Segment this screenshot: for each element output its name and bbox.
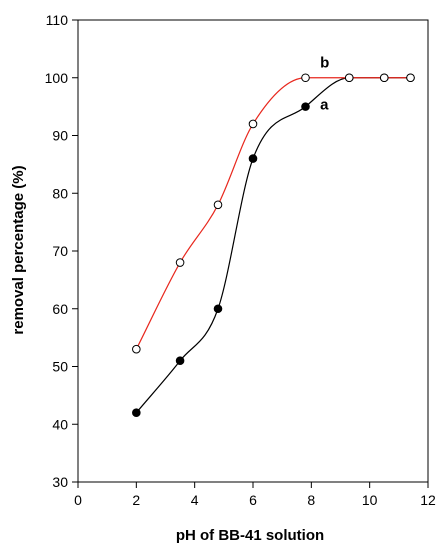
data-point-a — [301, 102, 310, 111]
x-tick-label: 2 — [132, 492, 140, 508]
series-layer: ab — [132, 55, 415, 418]
data-point-a — [248, 154, 258, 163]
y-axis-ticks: 30 40 50 60 70 80 90 100 110 — [45, 12, 78, 490]
data-point-b — [406, 73, 415, 83]
data-point-a — [213, 304, 223, 314]
data-point-b — [248, 119, 258, 129]
data-point-b — [213, 200, 223, 210]
series-label-a: a — [320, 96, 329, 113]
x-tick-label: 12 — [420, 492, 436, 508]
x-tick-label: 6 — [249, 492, 257, 508]
data-point-b — [301, 73, 310, 83]
plot-area — [77, 19, 429, 483]
data-point-a — [175, 356, 185, 366]
x-tick-label: 8 — [307, 492, 315, 508]
y-tick-label: 40 — [52, 416, 68, 432]
data-point-a — [132, 408, 141, 418]
data-point-b — [175, 258, 185, 267]
x-axis-ticks: 0 2 4 6 8 10 12 — [74, 482, 436, 508]
y-tick-label: 50 — [52, 359, 68, 375]
x-axis-title: pH of BB-41 solution — [176, 527, 324, 544]
series-label-b: b — [320, 55, 329, 72]
x-tick-label: 10 — [362, 492, 378, 508]
y-tick-label: 70 — [52, 243, 68, 259]
y-tick-label: 90 — [52, 128, 68, 144]
data-point-b — [132, 344, 141, 354]
y-tick-label: 80 — [52, 185, 68, 201]
data-point-b — [379, 73, 389, 83]
y-tick-label: 60 — [52, 301, 68, 317]
data-point-b — [344, 73, 354, 83]
series-line-b — [135, 77, 411, 350]
y-tick-label: 100 — [45, 70, 69, 86]
y-tick-label: 110 — [46, 12, 69, 28]
y-tick-label: 30 — [52, 474, 68, 490]
plot-frame — [77, 19, 429, 483]
x-tick-label: 0 — [74, 492, 82, 508]
y-axis-title: removal percentage (%) — [10, 165, 27, 334]
x-tick-label: 4 — [191, 492, 199, 508]
